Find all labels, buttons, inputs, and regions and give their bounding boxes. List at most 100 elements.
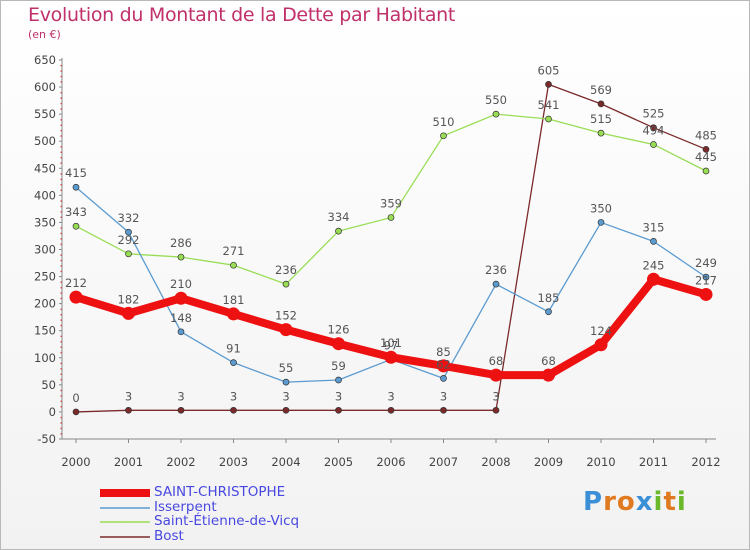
x-tick-label: 2011 <box>639 455 668 469</box>
data-point-saint-etienne-de-vicq <box>230 261 237 269</box>
data-point-isserpent <box>440 375 447 382</box>
y-minor-tick <box>60 335 62 338</box>
data-point-saint-christophe <box>227 307 240 321</box>
y-tick-label: 600 <box>34 80 56 94</box>
data-label-bost: 3 <box>440 389 447 403</box>
data-point-saint-christophe <box>542 368 555 382</box>
data-point-saint-etienne-de-vicq <box>125 250 132 258</box>
data-point-saint-etienne-de-vicq <box>650 141 657 148</box>
y-minor-tick <box>60 259 62 262</box>
y-minor-tick <box>60 97 62 99</box>
y-minor-tick <box>60 416 62 419</box>
data-label-bost: 3 <box>230 389 237 403</box>
series-lines <box>69 81 713 416</box>
y-minor-tick <box>60 124 62 126</box>
data-point-saint-etienne-de-vicq <box>177 253 185 261</box>
data-point-isserpent <box>177 328 185 336</box>
y-tick-label: 100 <box>34 351 56 365</box>
data-point-isserpent <box>335 376 342 384</box>
y-minor-tick <box>60 75 62 78</box>
data-point-saint-etienne-de-vicq <box>597 129 605 137</box>
y-tick-label: 250 <box>34 270 56 284</box>
data-label-saint-christophe: 124 <box>590 324 612 338</box>
data-point-saint-etienne-de-vicq <box>282 280 290 288</box>
axes: 650600550500450400350300250200150100500-… <box>34 53 721 469</box>
data-point-saint-christophe <box>699 287 713 301</box>
data-point-saint-christophe <box>437 359 450 373</box>
y-minor-tick <box>60 265 62 267</box>
data-point-saint-christophe <box>647 272 660 286</box>
logo-letter: i <box>653 487 664 517</box>
data-point-bost <box>72 408 80 416</box>
y-tick-label: 500 <box>34 134 56 148</box>
y-minor-tick <box>60 135 62 137</box>
data-label-saint-christophe: 212 <box>65 276 87 290</box>
x-tick-label: 2007 <box>429 455 458 469</box>
legend-label-bost: Bost <box>154 527 184 544</box>
y-tick-label: 550 <box>34 107 56 121</box>
data-label-isserpent: 332 <box>118 211 140 225</box>
data-label-saint-etienne-de-vicq: 494 <box>643 123 665 137</box>
data-point-saint-etienne-de-vicq <box>440 132 447 140</box>
data-label-saint-etienne-de-vicq: 292 <box>118 233 140 247</box>
data-point-bost <box>282 406 290 414</box>
data-point-isserpent <box>702 273 710 281</box>
data-label-saint-christophe: 245 <box>643 258 665 272</box>
y-minor-tick <box>60 406 62 408</box>
line-chart: 650600550500450400350300250200150100500-… <box>34 53 721 469</box>
y-tick-label: 350 <box>34 215 56 229</box>
y-minor-tick <box>60 200 62 202</box>
data-point-saint-christophe <box>594 338 608 352</box>
data-point-isserpent <box>597 219 605 226</box>
y-minor-tick <box>60 156 62 159</box>
data-point-isserpent <box>492 280 500 288</box>
data-label-saint-christophe: 68 <box>489 354 504 368</box>
y-minor-tick <box>60 286 62 289</box>
data-label-saint-etienne-de-vicq: 343 <box>65 205 87 219</box>
x-tick-label: 2012 <box>691 455 720 469</box>
legend-label-isserpent: Isserpent <box>154 498 217 515</box>
data-point-saint-christophe <box>489 368 503 382</box>
data-point-bost <box>545 81 552 88</box>
y-minor-tick <box>60 373 62 376</box>
y-minor-tick <box>60 281 62 283</box>
data-point-bost <box>177 406 185 414</box>
y-minor-tick <box>60 395 62 397</box>
y-minor-tick <box>60 422 62 424</box>
legend-label-saint-etienne-de-vicq: Saint-Étienne-de-Vicq <box>154 513 300 530</box>
y-minor-tick <box>60 362 62 365</box>
data-point-saint-etienne-de-vicq <box>335 227 342 235</box>
data-label-isserpent: 315 <box>643 220 665 234</box>
data-label-saint-etienne-de-vicq: 515 <box>590 112 612 126</box>
y-minor-tick <box>60 129 62 132</box>
y-minor-tick <box>60 324 62 327</box>
logo-letter: t <box>663 487 677 517</box>
data-label-saint-etienne-de-vicq: 445 <box>695 150 717 164</box>
data-label-bost: 605 <box>538 63 560 77</box>
y-tick-label: 450 <box>34 161 56 175</box>
x-tick-label: 2001 <box>114 455 143 469</box>
data-label-saint-etienne-de-vicq: 541 <box>538 98 560 112</box>
data-label-saint-christophe: 210 <box>170 277 192 291</box>
data-point-bost <box>597 100 605 108</box>
y-minor-tick <box>60 427 62 430</box>
y-minor-tick <box>60 433 62 435</box>
data-labels: 0 3 3 3 3 3 3 3 3 605 569 525 485 343 292 286 271 236 334 3… <box>65 63 717 405</box>
data-point-bost <box>335 406 342 414</box>
y-minor-tick <box>60 232 62 235</box>
data-label-isserpent: 350 <box>590 201 612 215</box>
data-label-bost: 485 <box>695 128 717 142</box>
data-point-bost <box>387 406 395 414</box>
data-point-saint-christophe <box>332 337 345 351</box>
logo-letter: i <box>676 487 687 517</box>
y-minor-tick <box>60 184 62 186</box>
y-minor-tick <box>60 238 62 240</box>
x-tick-label: 2002 <box>166 455 195 469</box>
y-tick-label: 50 <box>41 378 56 392</box>
y-minor-tick <box>60 351 62 354</box>
data-label-isserpent: 59 <box>331 359 346 373</box>
data-point-saint-christophe <box>122 306 135 320</box>
data-point-saint-etienne-de-vicq <box>492 110 500 118</box>
data-label-saint-etienne-de-vicq: 334 <box>328 210 350 224</box>
